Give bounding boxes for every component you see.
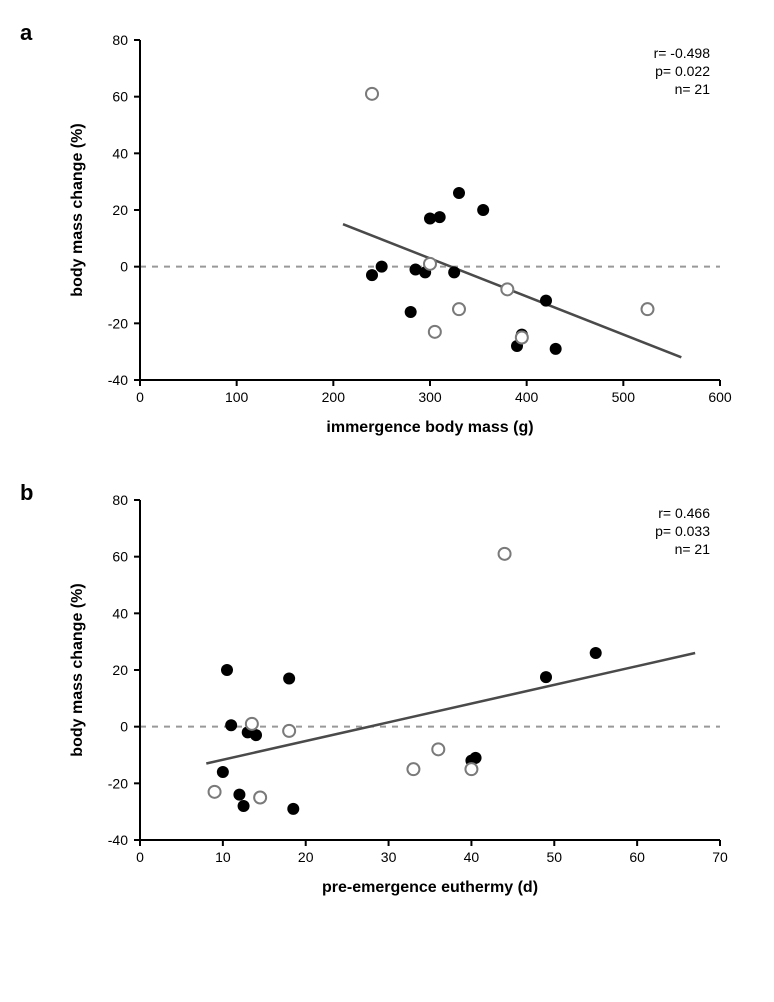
data-point-filled (590, 647, 602, 659)
x-tick-label: 600 (708, 389, 732, 405)
x-tick-label: 100 (225, 389, 249, 405)
data-point-filled (453, 187, 465, 199)
stat-r: r= 0.466 (658, 505, 710, 521)
y-tick-label: -20 (108, 315, 128, 331)
data-point-filled (470, 752, 482, 764)
data-point-open (465, 763, 477, 775)
data-point-filled (477, 204, 489, 216)
y-tick-label: 20 (112, 202, 128, 218)
data-point-open (407, 763, 419, 775)
chart-b-wrap: 0 10 20 30 40 50 60 70 -40 -20 0 20 40 60 80 pre-emerge… (60, 480, 754, 910)
y-tick-label: 80 (112, 492, 128, 508)
data-point-filled (405, 306, 417, 318)
y-tick-label: 40 (112, 145, 128, 161)
y-tick-label: -40 (108, 372, 128, 388)
panel-a-label: a (20, 20, 32, 46)
y-tick-label: 20 (112, 662, 128, 678)
y-axis-label: body mass change (%) (69, 583, 86, 756)
x-tick-label: 20 (298, 849, 314, 865)
data-point-filled (225, 719, 237, 731)
chart-a-wrap: 0 100 200 300 400 500 600 -40 -20 0 20 40 60 80 immerg… (60, 20, 754, 450)
x-tick-label: 0 (136, 849, 144, 865)
y-tick-label: 60 (112, 549, 128, 565)
x-tick-label: 0 (136, 389, 144, 405)
stat-r: r= -0.498 (654, 45, 711, 61)
stat-p: p= 0.033 (655, 523, 710, 539)
data-point-open (499, 548, 511, 560)
y-axis-label: body mass change (%) (69, 123, 86, 296)
x-tick-label: 200 (322, 389, 346, 405)
data-point-filled (540, 295, 552, 307)
x-axis-label: immergence body mass (g) (326, 419, 533, 436)
data-point-filled (233, 789, 245, 801)
chart-b-svg: 0 10 20 30 40 50 60 70 -40 -20 0 20 40 60 80 pre-emerge… (60, 480, 740, 910)
y-tick-label: -40 (108, 832, 128, 848)
data-point-filled (221, 664, 233, 676)
y-tick-label: 80 (112, 32, 128, 48)
x-axis-label: pre-emergence euthermy (d) (322, 879, 538, 896)
data-point-open (642, 303, 654, 315)
data-point-open (283, 725, 295, 737)
x-tick-label: 50 (546, 849, 562, 865)
data-point-filled (366, 269, 378, 281)
data-point-open (516, 332, 528, 344)
y-tick-label: 0 (120, 719, 128, 735)
data-point-filled (217, 766, 229, 778)
x-tick-label: 500 (612, 389, 636, 405)
data-point-open (501, 283, 513, 295)
y-tick-label: 60 (112, 89, 128, 105)
x-tick-label: 60 (629, 849, 645, 865)
y-tick-label: 40 (112, 605, 128, 621)
panel-b-label: b (20, 480, 33, 506)
data-point-filled (434, 211, 446, 223)
x-tick-label: 10 (215, 849, 231, 865)
data-point-filled (283, 673, 295, 685)
stat-p: p= 0.022 (655, 63, 710, 79)
stat-n: n= 21 (675, 541, 711, 557)
data-point-filled (448, 266, 460, 278)
x-tick-label: 70 (712, 849, 728, 865)
chart-a-svg: 0 100 200 300 400 500 600 -40 -20 0 20 40 60 80 immerg… (60, 20, 740, 450)
data-point-filled (376, 261, 388, 273)
regression-line (206, 653, 695, 764)
x-tick-label: 300 (418, 389, 442, 405)
x-tick-label: 40 (464, 849, 480, 865)
x-tick-label: 30 (381, 849, 397, 865)
data-point-filled (238, 800, 250, 812)
data-point-filled (540, 671, 552, 683)
data-point-open (254, 792, 266, 804)
data-point-filled (287, 803, 299, 815)
panel-b: b 0 10 20 30 40 50 60 70 -40 -20 0 20 40 60 80 pre-emer… (20, 480, 754, 910)
data-point-open (366, 88, 378, 100)
data-point-open (209, 786, 221, 798)
y-tick-label: 0 (120, 259, 128, 275)
x-tick-label: 400 (515, 389, 539, 405)
y-tick-label: -20 (108, 775, 128, 791)
data-point-open (429, 326, 441, 338)
data-point-open (246, 718, 258, 730)
panel-a: a 0 100 200 300 400 500 600 -40 -20 0 20 40 60 80 imme… (20, 20, 754, 450)
data-point-open (432, 743, 444, 755)
data-point-open (453, 303, 465, 315)
data-point-filled (550, 343, 562, 355)
data-point-open (424, 258, 436, 270)
data-point-filled (250, 729, 262, 741)
stat-n: n= 21 (675, 81, 711, 97)
